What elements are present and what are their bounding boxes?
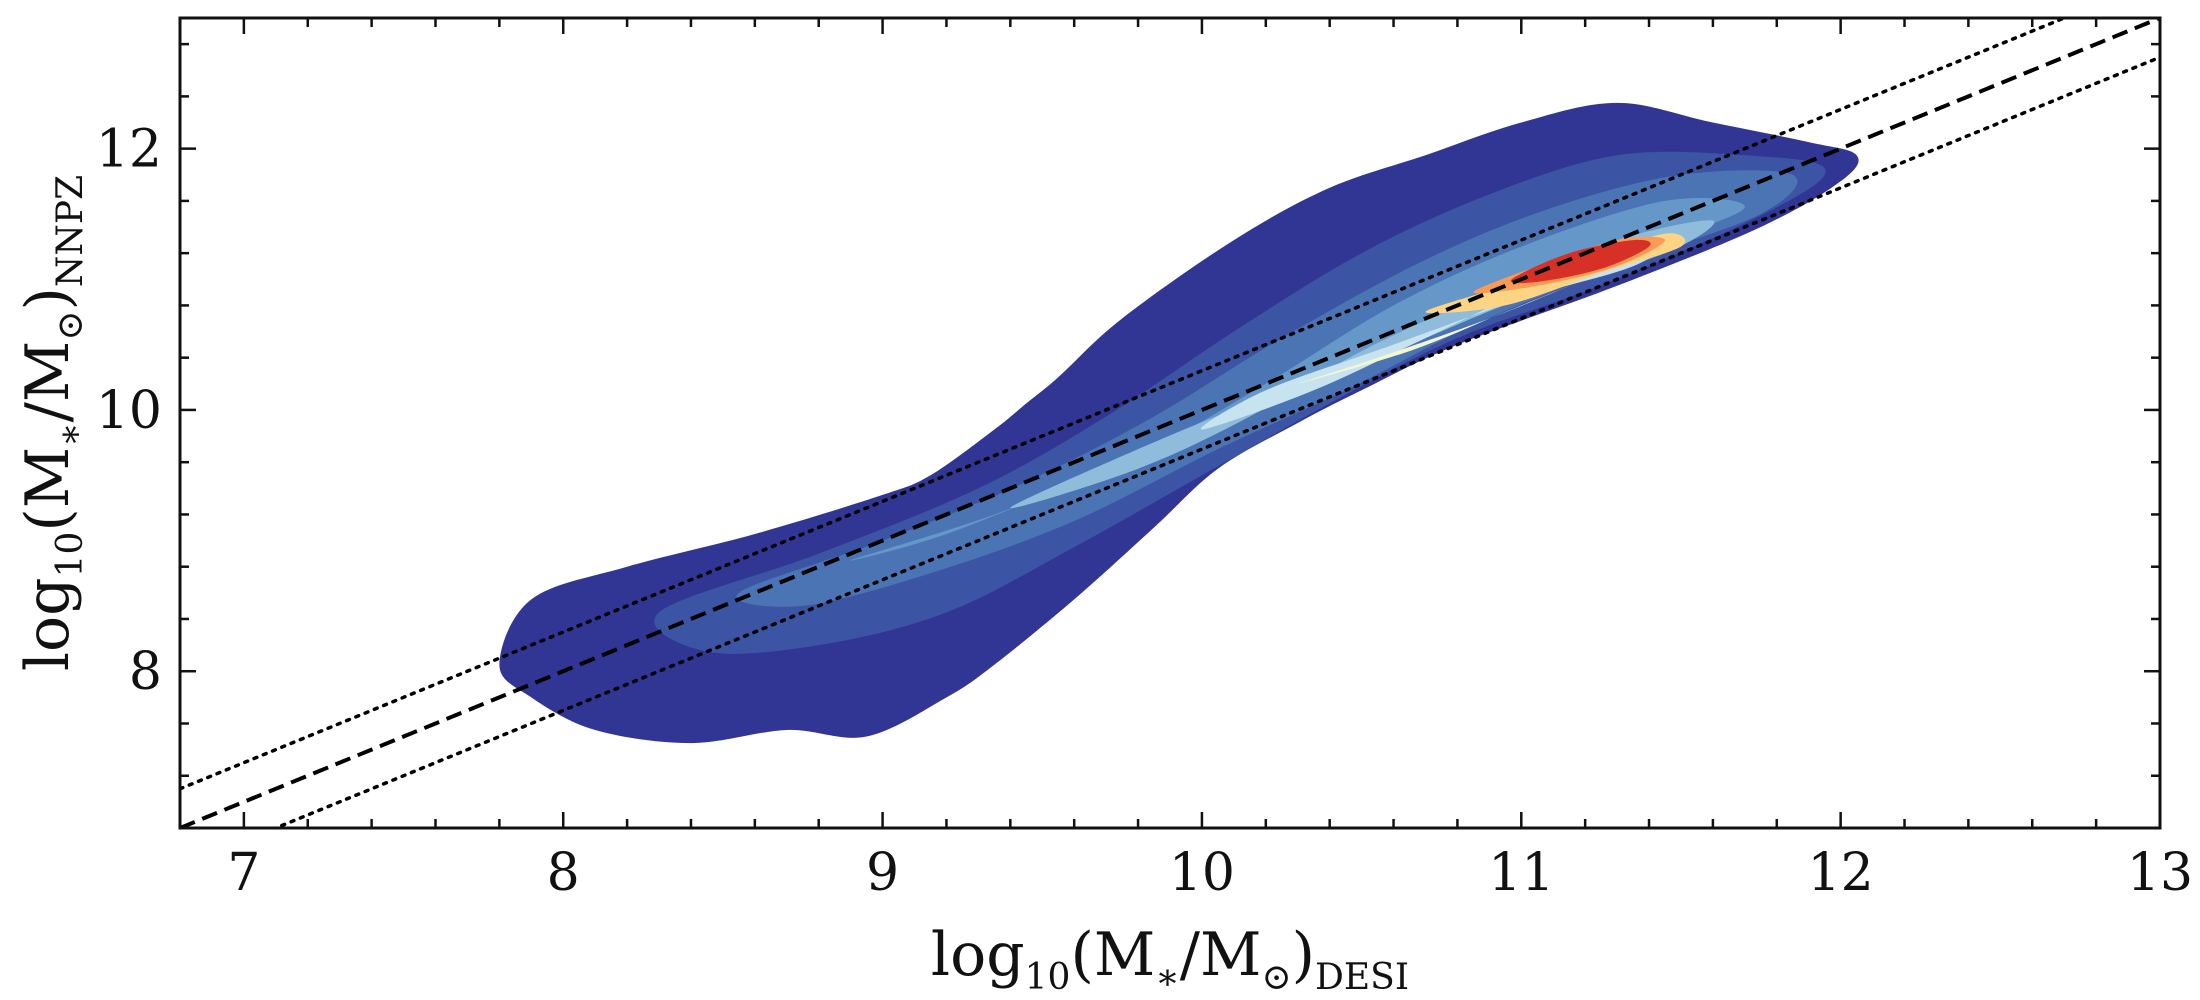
x-tick-label: 8 [547, 843, 580, 903]
density-contours [499, 102, 1859, 744]
x-tick-label: 9 [866, 843, 899, 903]
y-tick-label: 10 [96, 381, 162, 441]
y-axis-label: log10(M∗/M⊙)NNPZ [13, 175, 91, 671]
x-tick-label: 11 [1488, 843, 1554, 903]
reference-lines [180, 18, 2160, 828]
y-tick-label: 8 [129, 642, 162, 702]
one-to-one-line [180, 18, 2160, 828]
lower-bound-line [271, 55, 2160, 828]
y-tick-label: 12 [96, 120, 162, 180]
tick-labels: 7 8 9 10 11 12 13 8 10 12 [96, 120, 2193, 903]
density-contour-level-10 [1510, 239, 1651, 284]
x-tick-label: 10 [1169, 843, 1235, 903]
axis-ticks [180, 18, 2162, 828]
x-axis-label: log10(M∗/M⊙)DESI [931, 920, 1409, 998]
x-tick-label: 13 [2127, 843, 2193, 903]
x-tick-label: 12 [1808, 843, 1874, 903]
x-tick-label: 7 [227, 843, 260, 903]
plot-frame [178, 16, 2162, 830]
upper-bound-line [180, 18, 2069, 791]
